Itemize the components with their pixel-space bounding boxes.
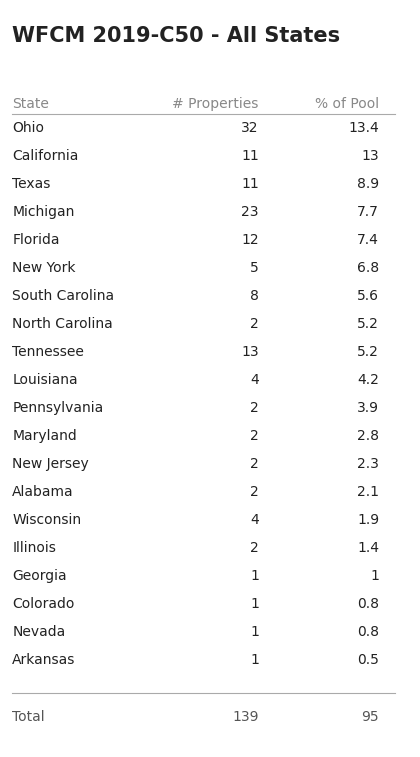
Text: 1: 1 (250, 625, 259, 639)
Text: 2.8: 2.8 (357, 429, 379, 443)
Text: Florida: Florida (12, 233, 60, 247)
Text: 6.8: 6.8 (357, 261, 379, 275)
Text: 2.3: 2.3 (357, 457, 379, 471)
Text: Maryland: Maryland (12, 429, 77, 443)
Text: Nevada: Nevada (12, 625, 66, 639)
Text: 1: 1 (250, 653, 259, 667)
Text: 13: 13 (362, 149, 379, 163)
Text: 8.9: 8.9 (357, 177, 379, 191)
Text: 2: 2 (250, 401, 259, 415)
Text: WFCM 2019-C50 - All States: WFCM 2019-C50 - All States (12, 26, 340, 46)
Text: 4.2: 4.2 (357, 373, 379, 387)
Text: 1.4: 1.4 (357, 541, 379, 555)
Text: 2: 2 (250, 429, 259, 443)
Text: Colorado: Colorado (12, 597, 75, 611)
Text: 1: 1 (250, 597, 259, 611)
Text: 1: 1 (370, 569, 379, 583)
Text: Arkansas: Arkansas (12, 653, 76, 667)
Text: 8: 8 (250, 289, 259, 303)
Text: 1: 1 (250, 569, 259, 583)
Text: Louisiana: Louisiana (12, 373, 78, 387)
Text: New York: New York (12, 261, 76, 275)
Text: 0.8: 0.8 (357, 597, 379, 611)
Text: Pennsylvania: Pennsylvania (12, 401, 103, 415)
Text: 2: 2 (250, 457, 259, 471)
Text: 5: 5 (250, 261, 259, 275)
Text: 13: 13 (241, 345, 259, 359)
Text: Tennessee: Tennessee (12, 345, 84, 359)
Text: 3.9: 3.9 (357, 401, 379, 415)
Text: Ohio: Ohio (12, 121, 44, 135)
Text: % of Pool: % of Pool (315, 97, 379, 111)
Text: 1.9: 1.9 (357, 513, 379, 527)
Text: New Jersey: New Jersey (12, 457, 89, 471)
Text: 7.7: 7.7 (357, 205, 379, 219)
Text: North Carolina: North Carolina (12, 317, 113, 331)
Text: Wisconsin: Wisconsin (12, 513, 81, 527)
Text: Total: Total (12, 710, 45, 724)
Text: 2: 2 (250, 541, 259, 555)
Text: 13.4: 13.4 (348, 121, 379, 135)
Text: 11: 11 (241, 177, 259, 191)
Text: 32: 32 (241, 121, 259, 135)
Text: Alabama: Alabama (12, 485, 74, 499)
Text: 5.2: 5.2 (357, 317, 379, 331)
Text: 2: 2 (250, 317, 259, 331)
Text: California: California (12, 149, 79, 163)
Text: Michigan: Michigan (12, 205, 75, 219)
Text: Georgia: Georgia (12, 569, 67, 583)
Text: State: State (12, 97, 49, 111)
Text: 23: 23 (241, 205, 259, 219)
Text: 2: 2 (250, 485, 259, 499)
Text: 11: 11 (241, 149, 259, 163)
Text: 2.1: 2.1 (357, 485, 379, 499)
Text: 12: 12 (241, 233, 259, 247)
Text: 4: 4 (250, 513, 259, 527)
Text: 5.6: 5.6 (357, 289, 379, 303)
Text: # Properties: # Properties (173, 97, 259, 111)
Text: South Carolina: South Carolina (12, 289, 114, 303)
Text: Illinois: Illinois (12, 541, 56, 555)
Text: 0.8: 0.8 (357, 625, 379, 639)
Text: Texas: Texas (12, 177, 50, 191)
Text: 95: 95 (362, 710, 379, 724)
Text: 0.5: 0.5 (357, 653, 379, 667)
Text: 7.4: 7.4 (357, 233, 379, 247)
Text: 4: 4 (250, 373, 259, 387)
Text: 139: 139 (232, 710, 259, 724)
Text: 5.2: 5.2 (357, 345, 379, 359)
